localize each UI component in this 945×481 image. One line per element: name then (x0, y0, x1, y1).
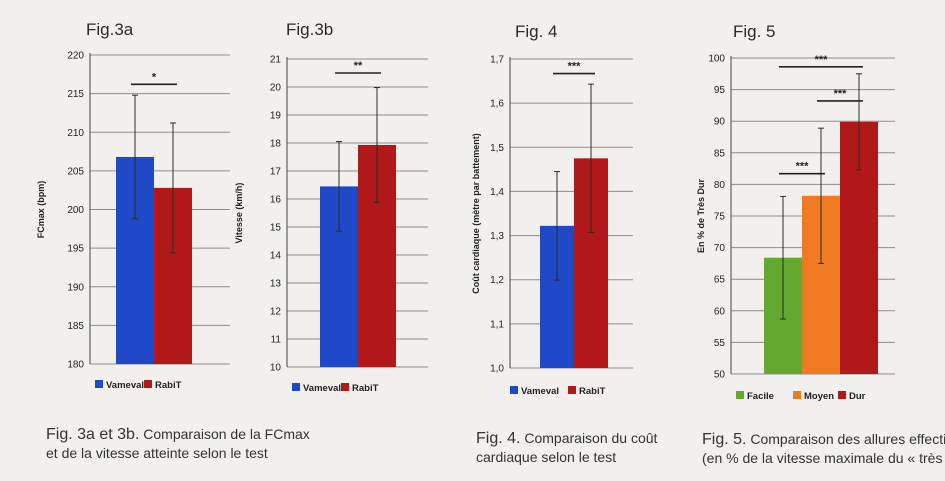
y-tick-label: 1,2 (490, 275, 504, 286)
y-tick-label: 180 (67, 360, 84, 371)
chart-title: Fig.3a (86, 20, 134, 39)
chart-title: Fig.3b (286, 20, 333, 39)
y-tick-label: 205 (67, 166, 84, 177)
y-tick-label: 15 (270, 223, 282, 234)
y-axis-label: Vitesse (km/h) (234, 183, 244, 244)
caption-fig3-line2: et de la vitesse atteinte selon le test (46, 445, 268, 461)
y-tick-label: 21 (270, 55, 282, 66)
legend-label: RabiT (155, 380, 182, 391)
y-tick-label: 13 (270, 279, 282, 290)
y-tick-label: 190 (67, 282, 84, 293)
caption-fig3-line1: Comparaison de la FCmax (139, 426, 310, 442)
caption-fig5-line1: Comparaison des allures effective (746, 431, 945, 447)
y-tick-label: 1,0 (490, 364, 504, 375)
legend-label: Facile (747, 391, 774, 402)
y-tick-label: 16 (270, 195, 282, 206)
caption-fig3-lead: Fig. 3a et 3b. (46, 426, 140, 443)
legend-swatch (736, 391, 744, 399)
legend-swatch (510, 386, 518, 394)
y-tick-label: 11 (271, 335, 282, 346)
chart-title: Fig. 5 (733, 22, 776, 41)
legend-swatch (568, 386, 576, 394)
chart-fig5: Fig. 5 50 55 60 65 70 75 80 85 90 95 100 En % de Trè… (696, 22, 895, 402)
significance-label: ** (354, 60, 363, 72)
y-tick-label: 1,5 (490, 143, 504, 154)
y-tick-label: 50 (714, 370, 726, 381)
y-tick-label: 17 (270, 167, 282, 178)
legend-label: Dur (849, 391, 866, 402)
y-tick-label: 185 (67, 321, 84, 332)
y-tick-label: 1,6 (490, 99, 504, 110)
y-tick-label: 90 (714, 117, 726, 128)
y-tick-label: 12 (270, 307, 282, 318)
y-tick-label: 85 (714, 148, 726, 159)
y-tick-label: 75 (714, 212, 726, 223)
y-tick-label: 55 (714, 338, 726, 349)
caption-fig5-lead: Fig. 5. (702, 431, 747, 448)
legend-swatch (341, 383, 349, 391)
y-tick-label: 1,7 (490, 55, 504, 66)
legend-label: RabiT (352, 383, 379, 394)
y-tick-label: 18 (270, 139, 282, 150)
y-tick-label: 70 (714, 243, 726, 254)
caption-fig5-line2: (en % de la vitesse maximale du « très d… (702, 450, 945, 466)
y-tick-label: 1,1 (490, 319, 504, 330)
legend-swatch (292, 383, 300, 391)
y-tick-label: 1,4 (490, 187, 504, 198)
y-axis-label: Coût cardiaque (mètre par battement) (471, 133, 481, 294)
y-tick-label: 20 (270, 83, 282, 94)
chart-title: Fig. 4 (515, 22, 558, 41)
significance-label: * (152, 71, 157, 83)
legend-label: Vameval (303, 383, 341, 394)
y-tick-label: 215 (67, 89, 84, 100)
y-axis-label: En % de Très Dur (696, 178, 706, 253)
chart-fig3a: Fig.3a 180 185 190 195 200 205 210 215 220 FCmax (… (36, 20, 230, 391)
legend-swatch (95, 380, 103, 388)
significance-label: *** (834, 88, 848, 100)
y-tick-label: 100 (708, 54, 725, 65)
y-axis-label: FCmax (bpm) (36, 181, 46, 239)
y-tick-label: 220 (67, 51, 84, 62)
y-tick-label: 1,3 (490, 231, 504, 242)
legend-label: Vameval (106, 380, 144, 391)
y-tick-label: 80 (714, 180, 726, 191)
chart-fig4: Fig. 4 1,0 1,1 1,2 1,3 1,4 1,5 1,6 1,7 Coût cardi… (471, 22, 633, 397)
y-tick-label: 14 (270, 251, 282, 262)
caption-fig4: Fig. 4. Comparaison du coût cardiaque se… (476, 429, 657, 467)
y-tick-label: 60 (714, 306, 726, 317)
caption-fig4-line2: cardiaque selon le test (476, 449, 617, 465)
chart-fig3b: Fig.3b 10 11 12 13 14 15 16 17 18 19 20 21 Vitesse (k… (234, 20, 428, 394)
legend-label: Moyen (804, 391, 834, 402)
y-tick-label: 195 (67, 244, 84, 255)
legend-label: RabiT (579, 386, 606, 397)
caption-fig4-lead: Fig. 4. (476, 430, 521, 447)
y-tick-label: 95 (714, 85, 726, 96)
caption-fig5: Fig. 5. Comparaison des allures effectiv… (702, 430, 945, 468)
caption-fig4-line1: Comparaison du coût (520, 430, 658, 446)
legend-swatch (838, 391, 846, 399)
significance-label: *** (815, 54, 829, 66)
legend-swatch (144, 380, 152, 388)
caption-fig3: Fig. 3a et 3b. Comparaison de la FCmax e… (46, 425, 310, 463)
y-tick-label: 200 (67, 205, 84, 216)
significance-label: *** (568, 61, 582, 73)
y-tick-label: 65 (714, 275, 726, 286)
legend-swatch (793, 391, 801, 399)
legend-label: Vameval (521, 386, 559, 397)
significance-label: *** (796, 161, 810, 173)
y-tick-label: 19 (270, 111, 282, 122)
y-tick-label: 210 (67, 128, 84, 139)
y-tick-label: 10 (270, 363, 282, 374)
